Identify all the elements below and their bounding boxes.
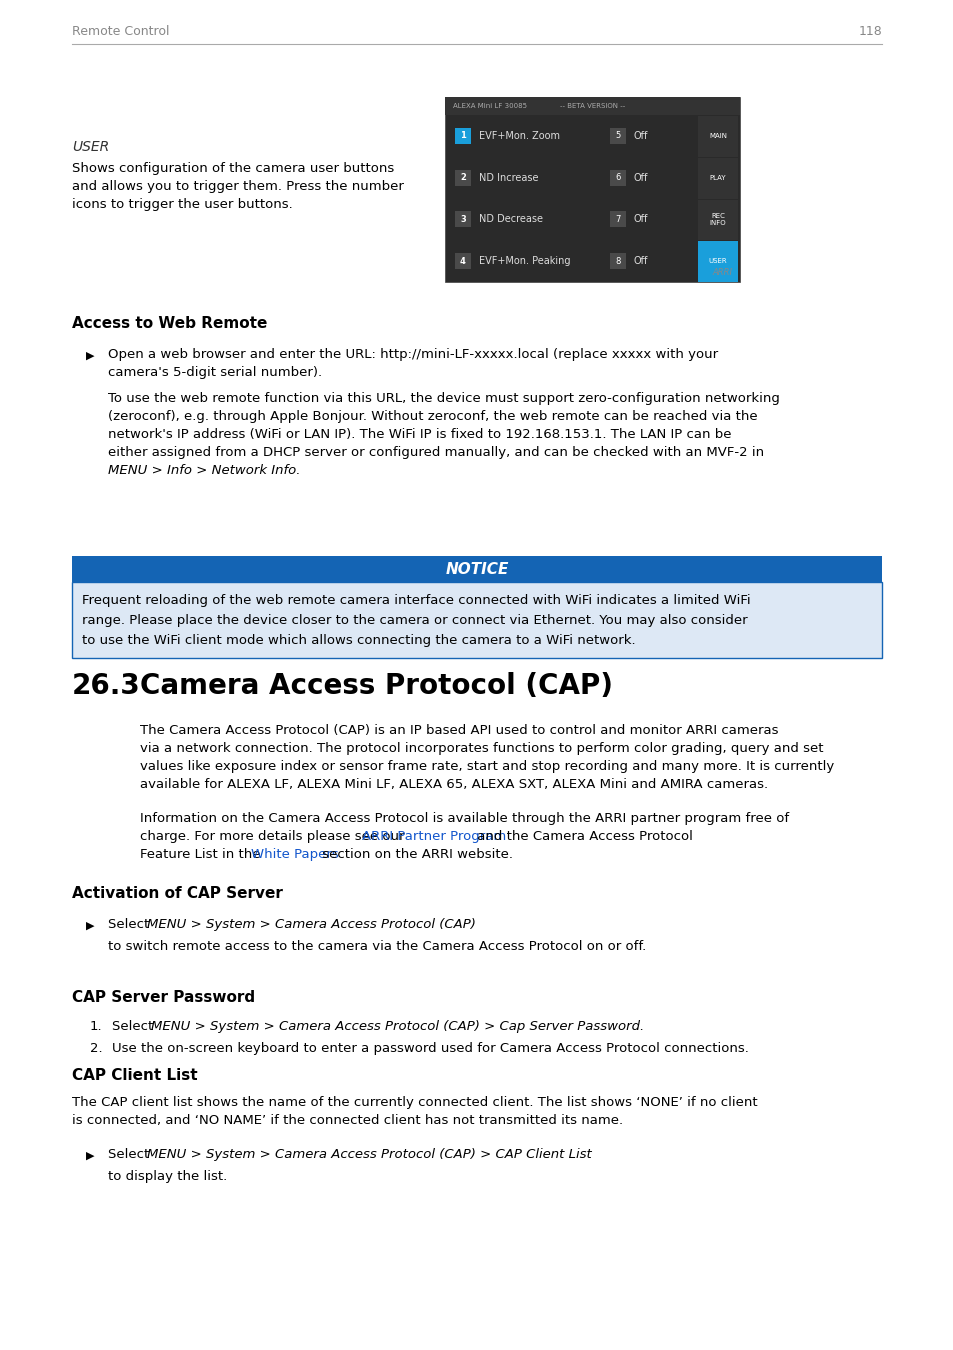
Text: 1.: 1. [90,1021,103,1033]
Text: PLAY: PLAY [709,174,725,181]
Text: NOTICE: NOTICE [445,562,508,576]
Text: CAP Server Password: CAP Server Password [71,990,254,1004]
Text: to switch remote access to the camera via the Camera Access Protocol on or off.: to switch remote access to the camera vi… [108,940,645,953]
Text: MAIN: MAIN [708,132,726,139]
Text: 6: 6 [615,173,620,182]
Text: ALEXA Mini LF 30085: ALEXA Mini LF 30085 [453,103,526,109]
Text: Shows configuration of the camera user buttons: Shows configuration of the camera user b… [71,162,394,176]
Bar [698,158,738,198]
Text: USER: USER [708,258,726,265]
Text: Open a web browser and enter the URL: http://mini-LF-xxxxx.local (replace xxxxx : Open a web browser and enter the URL: ht… [108,348,718,360]
Text: MENU > System > Camera Access Protocol (CAP) > Cap Server Password.: MENU > System > Camera Access Protocol (… [151,1021,643,1033]
Text: to use the WiFi client mode which allows connecting the camera to a WiFi network: to use the WiFi client mode which allows… [82,634,635,647]
Text: Select: Select [108,918,153,932]
Text: USER: USER [71,140,110,154]
Text: REC
INFO: REC INFO [709,213,725,225]
Text: Select: Select [112,1021,157,1033]
Bar [698,242,738,282]
Text: Activation of CAP Server: Activation of CAP Server [71,886,283,900]
Bar [455,212,471,227]
Text: Off: Off [634,173,648,182]
Text: Camera Access Protocol (CAP): Camera Access Protocol (CAP) [140,672,613,701]
Text: MENU > Info > Network Info.: MENU > Info > Network Info. [108,464,300,477]
Bar [455,170,471,186]
Text: 8: 8 [615,256,620,266]
Text: section on the ARRI website.: section on the ARRI website. [317,848,512,861]
Bar [455,128,471,144]
Text: values like exposure index or sensor frame rate, start and stop recording and ma: values like exposure index or sensor fra… [140,760,833,774]
Text: 3: 3 [459,215,465,224]
Text: network's IP address (WiFi or LAN IP). The WiFi IP is fixed to 192.168.153.1. Th: network's IP address (WiFi or LAN IP). T… [108,428,731,441]
Text: Information on the Camera Access Protocol is available through the ARRI partner : Information on the Camera Access Protoco… [140,811,788,825]
Text: ND Decrease: ND Decrease [478,215,542,224]
Bar [444,97,740,282]
Text: 118: 118 [858,26,882,38]
Text: MENU > System > Camera Access Protocol (CAP) > CAP Client List: MENU > System > Camera Access Protocol (… [147,1148,591,1161]
Text: The Camera Access Protocol (CAP) is an IP based API used to control and monitor : The Camera Access Protocol (CAP) is an I… [140,724,778,737]
Text: 5: 5 [615,131,620,140]
Bar [455,254,471,269]
Text: is connected, and ‘NO NAME’ if the connected client has not transmitted its name: is connected, and ‘NO NAME’ if the conne… [71,1114,622,1127]
Text: Off: Off [634,131,648,140]
Text: Off: Off [634,256,648,266]
Text: To use the web remote function via this URL, the device must support zero-config: To use the web remote function via this … [108,392,779,405]
Text: EVF+Mon. Peaking: EVF+Mon. Peaking [478,256,570,266]
Text: Select: Select [108,1148,153,1161]
Text: ND Increase: ND Increase [478,173,537,182]
Text: and allows you to trigger them. Press the number: and allows you to trigger them. Press th… [71,180,403,193]
Bar [444,97,740,115]
Text: -- BETA VERSION --: -- BETA VERSION -- [559,103,624,109]
Text: 4: 4 [459,256,465,266]
Bar [698,200,738,240]
Text: Access to Web Remote: Access to Web Remote [71,316,267,331]
Bar [71,582,882,657]
Text: Remote Control: Remote Control [71,26,170,38]
Bar [609,212,625,227]
Text: camera's 5-digit serial number).: camera's 5-digit serial number). [108,366,322,379]
Text: Feature List in the: Feature List in the [140,848,265,861]
Text: CAP Client List: CAP Client List [71,1068,197,1083]
Text: Off: Off [634,215,648,224]
Text: and the Camera Access Protocol: and the Camera Access Protocol [473,830,692,842]
Bar [609,128,625,144]
Text: icons to trigger the user buttons.: icons to trigger the user buttons. [71,198,293,211]
Text: EVF+Mon. Zoom: EVF+Mon. Zoom [478,131,559,140]
Bar [609,170,625,186]
Text: either assigned from a DHCP server or configured manually, and can be checked wi: either assigned from a DHCP server or co… [108,446,763,459]
Text: 2.: 2. [90,1042,103,1054]
Text: ARRI: ARRI [711,269,731,277]
Text: charge. For more details please see our: charge. For more details please see our [140,830,408,842]
Text: (zeroconf), e.g. through Apple Bonjour. Without zeroconf, the web remote can be : (zeroconf), e.g. through Apple Bonjour. … [108,410,757,423]
Text: available for ALEXA LF, ALEXA Mini LF, ALEXA 65, ALEXA SXT, ALEXA Mini and AMIRA: available for ALEXA LF, ALEXA Mini LF, A… [140,778,767,791]
Text: The CAP client list shows the name of the currently connected client. The list s: The CAP client list shows the name of th… [71,1096,757,1108]
Text: ▶: ▶ [86,351,94,360]
Text: Frequent reloading of the web remote camera interface connected with WiFi indica: Frequent reloading of the web remote cam… [82,594,750,608]
Text: ARRI Partner Program: ARRI Partner Program [361,830,506,842]
Bar [71,556,882,582]
Text: 2: 2 [459,173,465,182]
Text: to display the list.: to display the list. [108,1170,227,1183]
Text: Use the on-screen keyboard to enter a password used for Camera Access Protocol c: Use the on-screen keyboard to enter a pa… [112,1042,748,1054]
Text: via a network connection. The protocol incorporates functions to perform color g: via a network connection. The protocol i… [140,743,822,755]
Text: 26.3: 26.3 [71,672,141,701]
Text: ▶: ▶ [86,921,94,931]
Bar [609,254,625,269]
Text: MENU > System > Camera Access Protocol (CAP): MENU > System > Camera Access Protocol (… [147,918,476,932]
Text: range. Please place the device closer to the camera or connect via Ethernet. You: range. Please place the device closer to… [82,614,747,626]
Bar [698,116,738,157]
Text: 7: 7 [615,215,620,224]
Text: 1: 1 [459,131,465,140]
Text: White Papers: White Papers [251,848,338,861]
Text: ▶: ▶ [86,1152,94,1161]
